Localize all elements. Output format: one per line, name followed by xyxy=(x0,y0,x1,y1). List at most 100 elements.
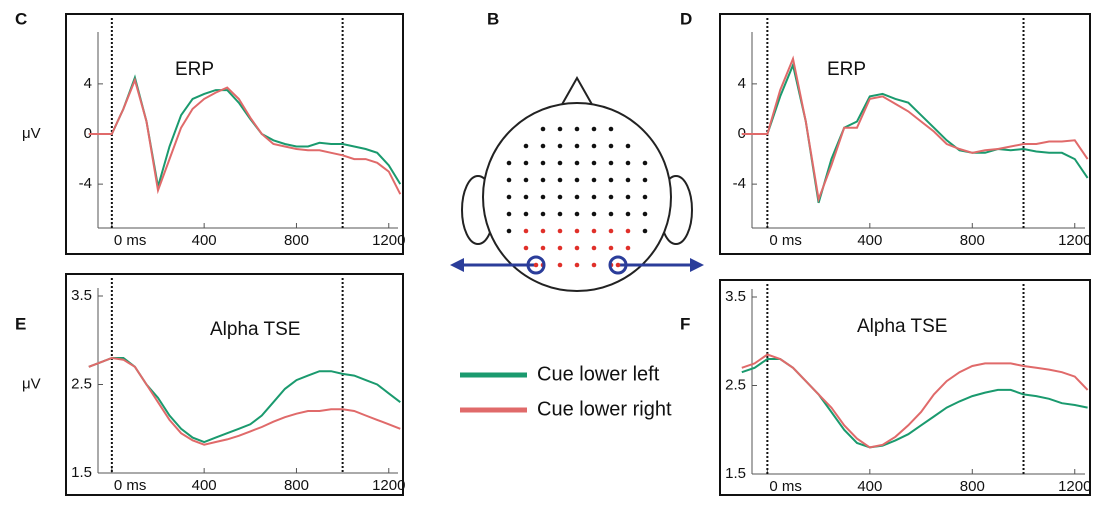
electrode xyxy=(625,143,631,149)
electrode xyxy=(574,211,580,217)
electrode xyxy=(608,177,614,183)
electrode xyxy=(615,262,621,268)
series-line xyxy=(741,55,1089,204)
electrode xyxy=(557,245,563,251)
electrode xyxy=(557,143,563,149)
electrode xyxy=(608,143,614,149)
electrode xyxy=(625,177,631,183)
x-tick-label: 400 xyxy=(192,477,217,494)
electrode xyxy=(591,211,597,217)
electrode xyxy=(608,160,614,166)
electrode xyxy=(506,228,512,234)
electrode xyxy=(506,177,512,183)
legend-label: Cue lower left xyxy=(537,363,660,385)
electrode xyxy=(523,177,529,183)
electrode xyxy=(540,194,546,200)
y-tick-label: 1.5 xyxy=(725,465,746,482)
series-line xyxy=(88,357,401,444)
electrode xyxy=(642,194,648,200)
electrode xyxy=(574,160,580,166)
x-tick-label: 400 xyxy=(857,232,882,249)
x-tick-label: 400 xyxy=(192,232,217,249)
electrode xyxy=(642,211,648,217)
y-tick-label: 4 xyxy=(84,75,92,92)
x-tick-label: 0 ms xyxy=(114,477,147,494)
y-tick-label: 2.5 xyxy=(725,376,746,393)
electrode xyxy=(523,211,529,217)
y-tick-label: 1.5 xyxy=(71,464,92,481)
electrode xyxy=(557,160,563,166)
electrode xyxy=(591,160,597,166)
y-axis-label: μV xyxy=(22,375,41,392)
panel-frame xyxy=(65,273,404,496)
x-tick-label: 0 ms xyxy=(769,232,802,249)
x-tick-label: 1200 xyxy=(1058,478,1091,495)
electrode xyxy=(574,177,580,183)
x-tick-label: 800 xyxy=(284,477,309,494)
electrode xyxy=(540,160,546,166)
y-axis-label: μV xyxy=(22,125,41,142)
panel-frame xyxy=(719,13,1091,255)
electrode xyxy=(506,194,512,200)
electrode xyxy=(591,245,597,251)
electrode xyxy=(523,228,529,234)
electrode xyxy=(557,126,563,132)
x-tick-label: 0 ms xyxy=(769,478,802,495)
electrode xyxy=(540,228,546,234)
electrode xyxy=(608,245,614,251)
electrode xyxy=(557,262,563,268)
chart-title: ERP xyxy=(827,59,866,80)
arrow-head xyxy=(450,258,464,272)
arrow-head xyxy=(690,258,704,272)
electrode xyxy=(591,177,597,183)
electrode xyxy=(591,194,597,200)
electrode xyxy=(523,245,529,251)
y-tick-label: 2.5 xyxy=(71,375,92,392)
chart-title: Alpha TSE xyxy=(210,319,300,340)
electrode xyxy=(608,194,614,200)
electrode xyxy=(591,143,597,149)
electrode xyxy=(608,126,614,132)
panel-label: D xyxy=(680,9,692,28)
electrode xyxy=(625,228,631,234)
y-tick-label: 4 xyxy=(738,75,746,92)
x-tick-label: 800 xyxy=(284,232,309,249)
panel-label: C xyxy=(15,9,27,28)
electrode xyxy=(642,177,648,183)
electrode xyxy=(557,177,563,183)
panel-frame xyxy=(719,279,1091,496)
legend-label: Cue lower right xyxy=(537,398,672,420)
electrode xyxy=(591,228,597,234)
electrode xyxy=(523,160,529,166)
panel-frame xyxy=(65,13,404,255)
y-tick-label: -4 xyxy=(79,175,92,192)
y-tick-label: 3.5 xyxy=(71,287,92,304)
series-line xyxy=(741,353,1089,449)
series-line xyxy=(741,358,1088,449)
electrode xyxy=(625,245,631,251)
y-tick-label: -4 xyxy=(733,175,746,192)
electrode xyxy=(506,160,512,166)
series-line xyxy=(88,356,401,446)
electrode xyxy=(642,160,648,166)
electrode xyxy=(574,126,580,132)
selected-electrode xyxy=(526,255,546,275)
series-line xyxy=(741,61,1089,204)
electrode xyxy=(574,228,580,234)
electrode xyxy=(540,126,546,132)
chart-title: Alpha TSE xyxy=(857,316,947,337)
electrode xyxy=(540,211,546,217)
panel-label: E xyxy=(15,314,26,333)
electrode xyxy=(557,211,563,217)
electrode xyxy=(574,143,580,149)
electrode xyxy=(591,262,597,268)
x-tick-label: 0 ms xyxy=(114,232,147,249)
electrode xyxy=(533,262,539,268)
electrode xyxy=(574,194,580,200)
x-tick-label: 400 xyxy=(857,478,882,495)
chart-title: ERP xyxy=(175,59,214,80)
electrode xyxy=(523,194,529,200)
electrode xyxy=(608,228,614,234)
electrode xyxy=(540,245,546,251)
